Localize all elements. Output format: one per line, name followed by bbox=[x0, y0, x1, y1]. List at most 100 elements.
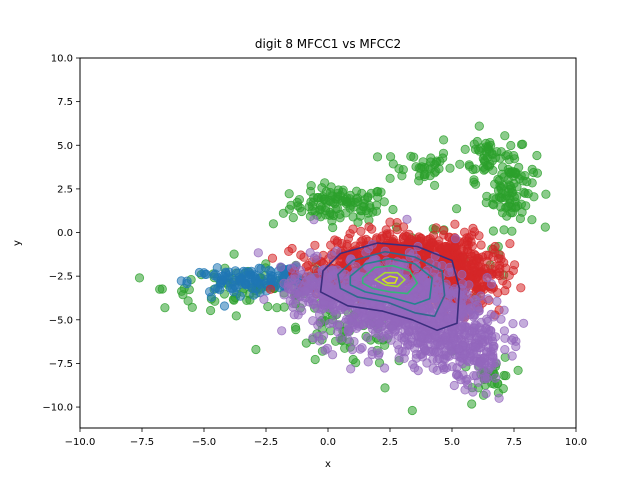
scatter-point bbox=[310, 354, 320, 365]
scatter-point bbox=[408, 321, 419, 331]
scatter-point bbox=[411, 162, 421, 172]
scatter-point bbox=[308, 333, 318, 343]
scatter-point bbox=[347, 344, 357, 355]
scatter-point bbox=[476, 240, 486, 250]
scatter-point bbox=[528, 167, 539, 178]
scatter-point bbox=[501, 371, 511, 381]
scatter-point bbox=[387, 323, 398, 334]
scatter-point bbox=[496, 192, 506, 203]
scatter-point bbox=[541, 189, 551, 199]
scatter-point bbox=[341, 196, 352, 207]
scatter-point bbox=[459, 350, 469, 360]
scatter-point bbox=[287, 289, 297, 300]
scatter-point bbox=[511, 167, 521, 178]
scatter-point bbox=[474, 231, 484, 241]
scatter-point bbox=[347, 318, 358, 328]
scatter-point bbox=[287, 243, 297, 254]
scatter-point bbox=[456, 322, 466, 332]
scatter-point bbox=[355, 344, 365, 354]
scatter-point bbox=[492, 147, 502, 157]
scatter-point bbox=[467, 399, 477, 409]
scatter-point bbox=[494, 393, 504, 403]
scatter-point bbox=[417, 304, 427, 314]
scatter-point bbox=[430, 331, 440, 341]
scatter-point bbox=[473, 145, 483, 155]
x-tick-label: 0.0 bbox=[320, 437, 336, 448]
points-layer bbox=[134, 121, 551, 416]
scatter-point bbox=[219, 271, 229, 281]
scatter-point bbox=[518, 176, 528, 186]
scatter-point bbox=[134, 273, 145, 283]
y-tick-label: −7.5 bbox=[49, 359, 73, 370]
scatter-point bbox=[322, 343, 332, 353]
scatter-point bbox=[292, 197, 302, 207]
scatter-point bbox=[457, 269, 467, 280]
scatter-point bbox=[368, 207, 378, 217]
x-tick-label: −2.5 bbox=[254, 437, 278, 448]
scatter-point bbox=[523, 189, 533, 199]
scatter-point bbox=[277, 326, 287, 336]
scatter-point bbox=[490, 373, 500, 383]
scatter-point bbox=[432, 276, 442, 286]
scatter-point bbox=[187, 302, 197, 312]
scatter-point bbox=[486, 279, 497, 289]
scatter-point bbox=[460, 144, 470, 154]
scatter-point bbox=[464, 280, 474, 290]
scatter-point bbox=[265, 284, 276, 294]
scatter-point bbox=[440, 332, 450, 342]
x-tick-label: 2.5 bbox=[382, 437, 398, 448]
scatter-point bbox=[402, 214, 412, 224]
scatter-point bbox=[499, 257, 509, 268]
scatter-point bbox=[485, 138, 495, 148]
scatter-point bbox=[290, 274, 300, 284]
scatter-point bbox=[451, 370, 462, 380]
scatter-point bbox=[351, 358, 361, 368]
scatter-point bbox=[259, 294, 269, 304]
scatter-point bbox=[183, 296, 193, 306]
scatter-point bbox=[462, 233, 472, 243]
scatter-point bbox=[160, 303, 170, 313]
scatter-point bbox=[474, 121, 484, 131]
scatter-point bbox=[267, 253, 278, 263]
scatter-point bbox=[460, 330, 470, 340]
scatter-point bbox=[263, 301, 273, 312]
scatter-point bbox=[367, 346, 377, 356]
scatter-point bbox=[278, 208, 288, 218]
x-tick-label: 5.0 bbox=[444, 437, 460, 448]
scatter-point bbox=[308, 280, 318, 291]
scatter-point bbox=[492, 296, 502, 306]
chart-title: digit 8 MFCC1 vs MFCC2 bbox=[255, 37, 401, 51]
y-tick-label: 0.0 bbox=[57, 228, 73, 239]
scatter-point bbox=[527, 215, 537, 225]
scatter-point bbox=[266, 266, 276, 277]
scatter-point bbox=[507, 208, 518, 218]
scatter-point bbox=[508, 318, 518, 329]
scatter-point bbox=[411, 349, 421, 359]
scatter-point bbox=[341, 274, 351, 284]
scatter-point bbox=[470, 342, 480, 352]
scatter-point bbox=[311, 272, 321, 282]
scatter-point bbox=[488, 350, 498, 360]
scatter-point bbox=[429, 180, 440, 190]
scatter-point bbox=[251, 344, 261, 355]
scatter-point bbox=[485, 159, 495, 170]
scatter-point bbox=[380, 383, 390, 393]
scatter-point bbox=[427, 237, 438, 247]
scatter-point bbox=[509, 192, 520, 202]
scatter-point bbox=[516, 283, 526, 293]
x-tick-label: −10.0 bbox=[65, 437, 96, 448]
scatter-point bbox=[366, 310, 376, 320]
scatter-point bbox=[206, 292, 216, 302]
scatter-point bbox=[499, 225, 509, 235]
scatter-point bbox=[306, 181, 316, 191]
scatter-point bbox=[476, 268, 486, 278]
y-tick-label: 5.0 bbox=[57, 141, 73, 152]
scatter-point bbox=[297, 206, 307, 217]
scatter-point bbox=[437, 260, 447, 271]
scatter-point bbox=[406, 333, 417, 343]
scatter-point bbox=[288, 213, 298, 223]
scatter-point bbox=[379, 197, 389, 207]
scatter-point bbox=[438, 135, 449, 145]
